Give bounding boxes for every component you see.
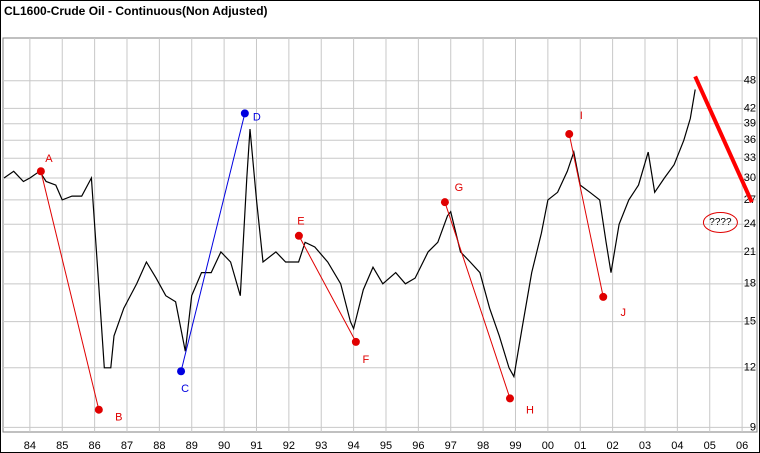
x-tick-label: 00	[542, 440, 554, 452]
y-tick-label: 15	[744, 315, 756, 327]
swing-label: F	[363, 354, 370, 366]
x-tick-label: 92	[283, 440, 295, 452]
x-tick-label: 89	[186, 440, 198, 452]
y-tick-label: 30	[744, 172, 756, 184]
x-tick-label: 96	[412, 440, 424, 452]
swing-label: A	[45, 153, 53, 165]
swing-point	[351, 337, 360, 346]
annotation: ????	[709, 217, 732, 228]
x-tick-label: 85	[56, 440, 68, 452]
swing-point	[36, 167, 45, 176]
swing-label: H	[526, 404, 534, 416]
swing-point	[565, 130, 574, 139]
x-tick-label: 90	[218, 440, 230, 452]
x-tick-label: 06	[736, 440, 748, 452]
y-tick-label: 9	[750, 421, 756, 433]
x-tick-label: 84	[24, 440, 36, 452]
swing-point	[294, 231, 303, 240]
swing-label: B	[115, 412, 122, 424]
x-tick-label: 86	[88, 440, 100, 452]
x-tick-label: 99	[509, 440, 521, 452]
chart-title: CL1600-Crude Oil - Continuous(Non Adjust…	[4, 4, 268, 18]
y-tick-label: 12	[744, 362, 756, 374]
swing-label: J	[620, 307, 626, 319]
swing-line	[568, 133, 604, 297]
swing-label: C	[181, 383, 189, 395]
swing-point	[505, 394, 514, 403]
y-tick-label: 18	[744, 278, 756, 290]
x-tick-label: 04	[671, 440, 683, 452]
swing-label: E	[297, 216, 304, 228]
y-tick-label: 48	[744, 75, 756, 87]
y-tick-label: 21	[744, 246, 756, 258]
x-tick-label: 88	[153, 440, 165, 452]
x-tick-label: 97	[445, 440, 457, 452]
x-tick-label: 91	[250, 440, 262, 452]
x-tick-label: 01	[574, 440, 586, 452]
y-tick-label: 42	[744, 102, 756, 114]
trend-line	[693, 75, 754, 203]
swing-label: D	[253, 111, 261, 123]
y-tick-label: 36	[744, 134, 756, 146]
x-tick-label: 94	[347, 440, 359, 452]
x-tick-label: 95	[380, 440, 392, 452]
swing-line	[298, 235, 357, 343]
x-tick-label: 03	[639, 440, 651, 452]
swing-label: I	[580, 110, 583, 122]
y-tick-label: 39	[744, 118, 756, 130]
y-tick-label: 33	[744, 152, 756, 164]
swing-point	[440, 198, 449, 207]
x-tick-label: 02	[606, 440, 618, 452]
price-line	[3, 89, 696, 379]
annotation-ellipse	[702, 212, 738, 234]
swing-point	[599, 292, 608, 301]
swing-label: G	[455, 182, 464, 194]
plot-area	[2, 37, 758, 433]
swing-line	[40, 171, 100, 410]
y-tick-label: 24	[744, 218, 756, 230]
x-tick-label: 98	[477, 440, 489, 452]
swing-line	[180, 113, 246, 372]
swing-point	[240, 109, 249, 118]
swing-point	[94, 405, 103, 414]
swing-line	[444, 202, 511, 399]
x-tick-label: 87	[121, 440, 133, 452]
x-tick-label: 93	[315, 440, 327, 452]
x-tick-label: 05	[704, 440, 716, 452]
swing-point	[177, 367, 186, 376]
